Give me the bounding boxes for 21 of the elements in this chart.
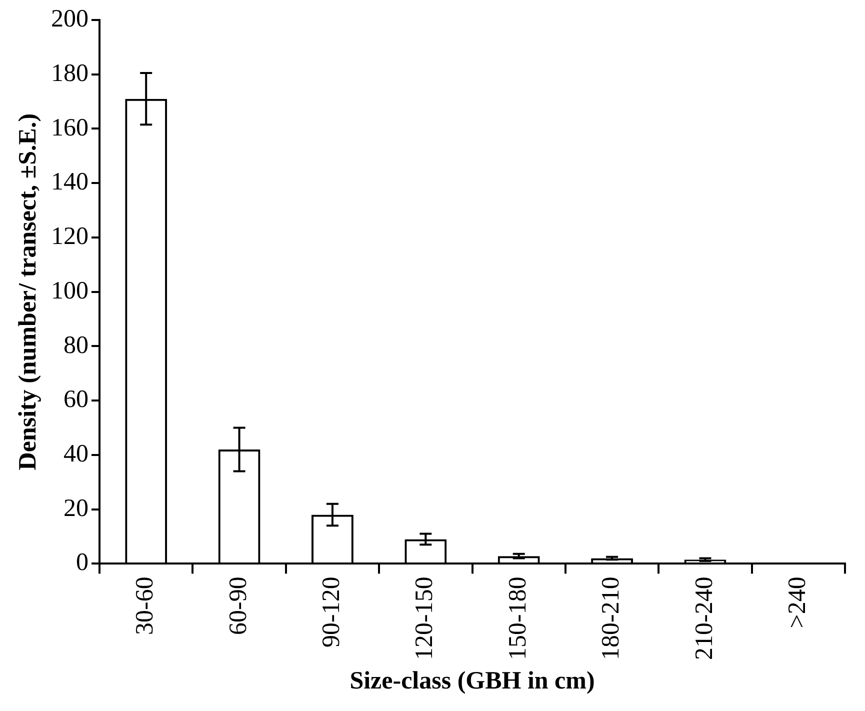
x-tick-label: 30-60 [132, 576, 159, 636]
x-tick-label: 120-150 [411, 576, 438, 660]
x-tick-label: >240 [784, 576, 811, 628]
y-axis-title: Density (number/ transect, ±S.E.) [14, 113, 42, 470]
x-tick-label: 60-90 [224, 576, 252, 636]
y-tick-label: 60 [64, 386, 88, 414]
y-tick-label: 200 [51, 6, 88, 33]
x-tick-label: 210-240 [690, 576, 718, 660]
y-tick-label: 140 [51, 168, 88, 196]
y-tick-label: 160 [51, 114, 88, 142]
y-tick-label: 80 [64, 332, 88, 359]
y-tick-label: 100 [51, 277, 88, 304]
x-tick-label: 90-120 [318, 576, 346, 648]
y-tick-label: 0 [76, 549, 88, 576]
x-axis-title: Size-class (GBH in cm) [350, 667, 595, 694]
y-tick-label: 180 [51, 60, 88, 87]
x-tick-label: 150-180 [504, 576, 532, 660]
y-tick-label: 40 [64, 440, 88, 468]
y-tick-label: 120 [51, 223, 88, 250]
x-tick-label: 180-210 [598, 576, 625, 660]
y-tick-label: 20 [64, 494, 88, 522]
